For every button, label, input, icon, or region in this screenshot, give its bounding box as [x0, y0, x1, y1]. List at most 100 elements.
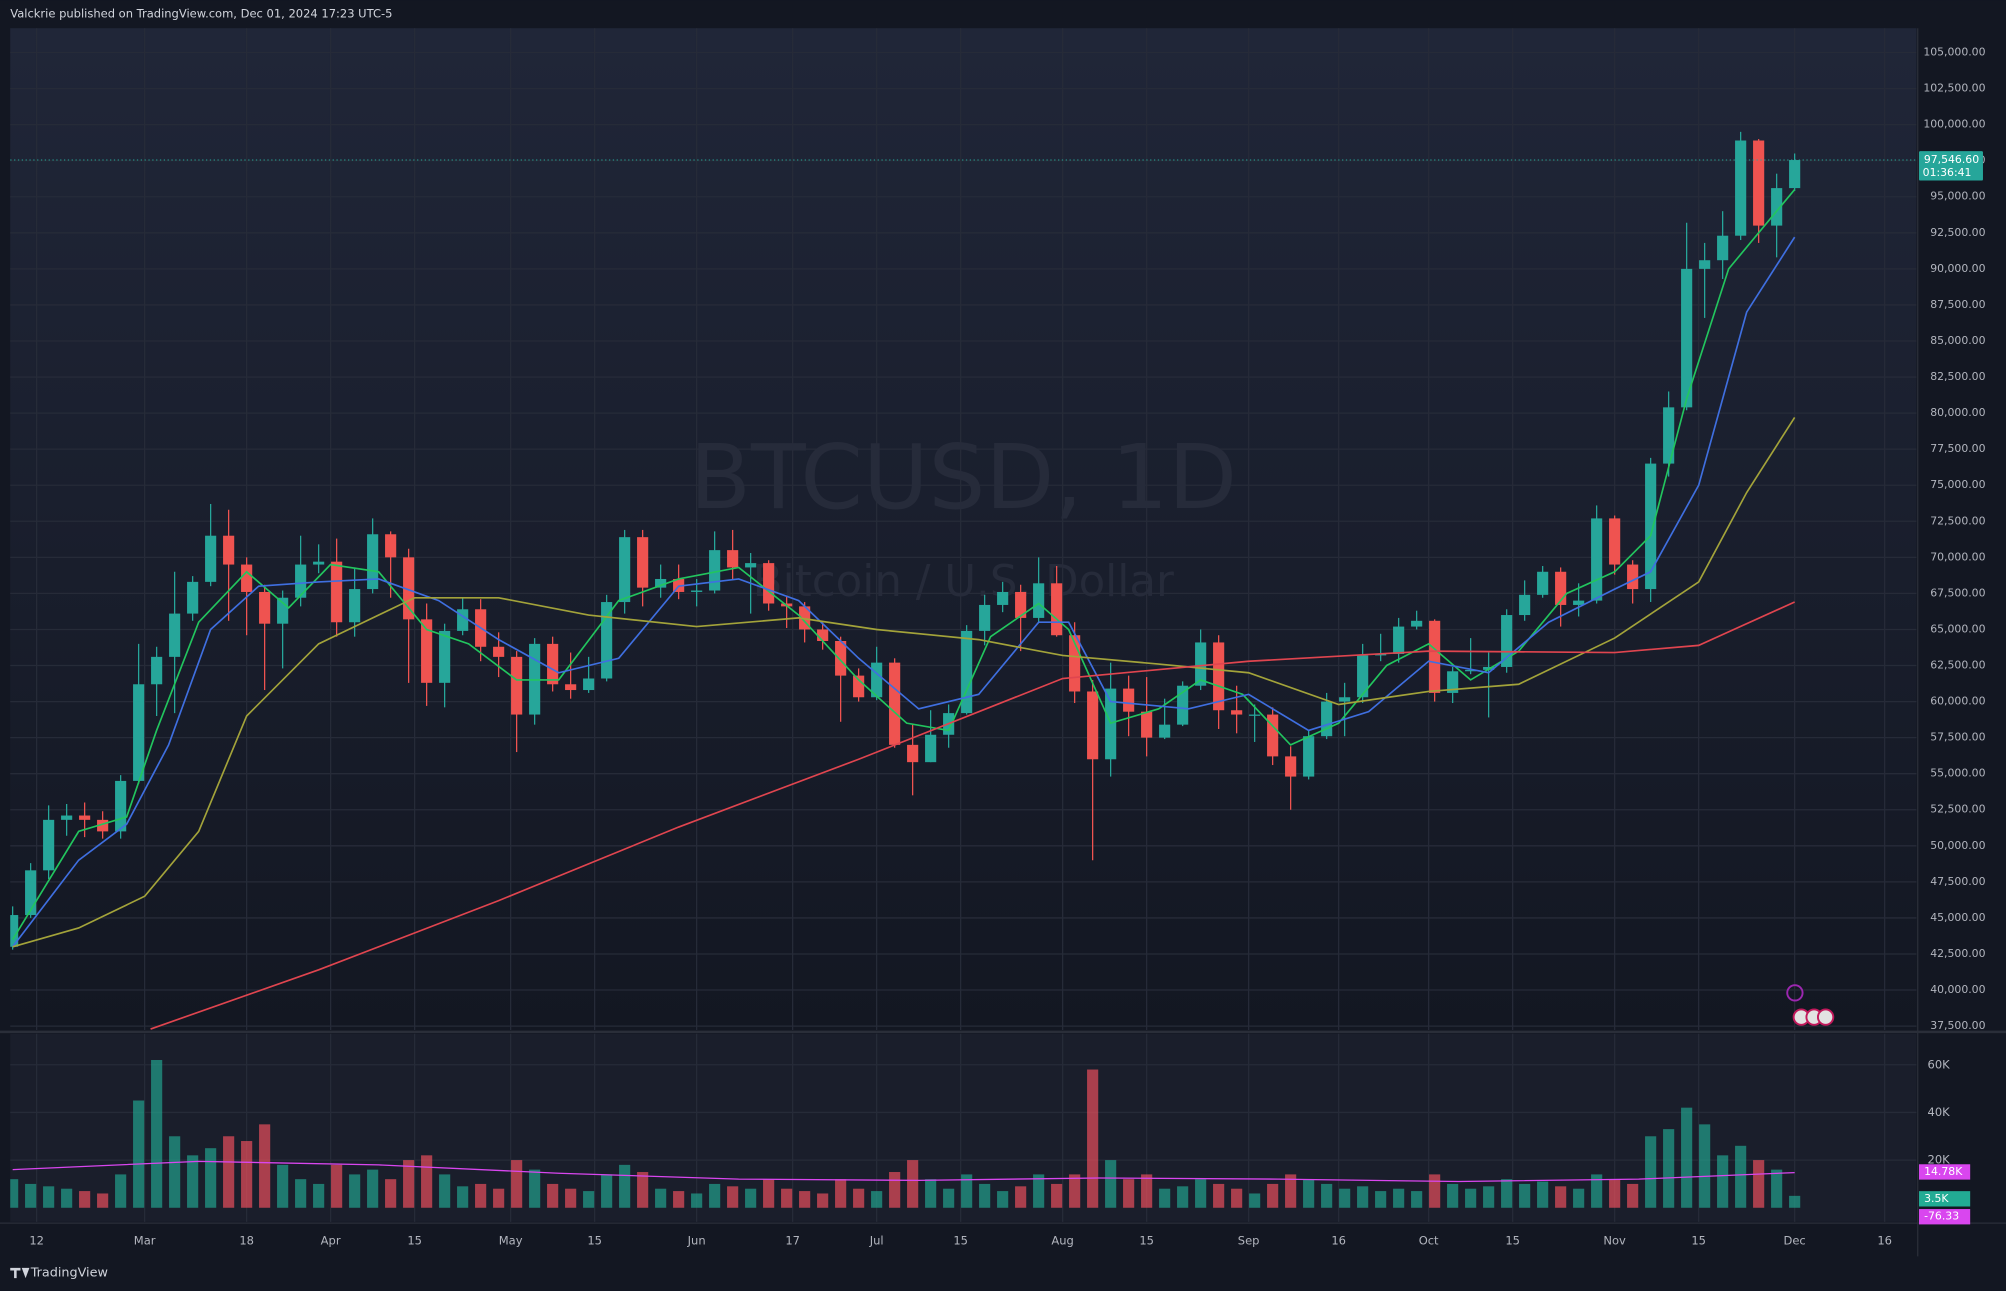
volume-bar	[1555, 1186, 1567, 1208]
volume-bar	[223, 1136, 235, 1208]
candle-body	[1213, 642, 1225, 711]
candle-body	[1141, 711, 1153, 738]
candle-body	[349, 589, 361, 623]
candle-body	[169, 613, 181, 657]
volume-bar	[1411, 1191, 1423, 1208]
volume-bar	[1699, 1124, 1711, 1208]
candle-body	[403, 557, 415, 620]
volume-bar	[835, 1179, 847, 1208]
y-tick-label: 65,000.00	[1930, 622, 1985, 635]
candle-body	[1717, 235, 1729, 261]
watermark-description: Bitcoin / U.S. Dollar	[753, 557, 1174, 607]
volume-bar	[637, 1172, 649, 1208]
volume-bar	[1609, 1179, 1621, 1208]
volume-bar	[97, 1193, 109, 1208]
volume-bars	[10, 1059, 1801, 1208]
candle-body	[853, 675, 865, 698]
volume-bar	[1195, 1179, 1207, 1208]
volume-bar	[1159, 1188, 1171, 1208]
candle-body	[295, 564, 307, 598]
candle-body	[619, 537, 631, 603]
candle-body	[259, 591, 271, 624]
volume-bar	[1141, 1174, 1153, 1208]
candle-body	[1123, 688, 1135, 712]
candle-body	[1357, 655, 1369, 698]
volume-bar	[817, 1193, 829, 1208]
candle-body	[1447, 671, 1459, 693]
volume-bar	[1771, 1169, 1783, 1208]
watermark-symbol: BTCUSD, 1D	[690, 426, 1238, 530]
volume-bar	[1285, 1174, 1297, 1208]
candle-body	[1789, 160, 1801, 189]
volume-bar	[1123, 1179, 1135, 1208]
y-tick-label: 62,500.00	[1930, 659, 1985, 672]
candle-body	[835, 640, 847, 676]
volume-bar	[1087, 1069, 1099, 1208]
volume-bar	[1339, 1188, 1351, 1208]
volume-bar	[1483, 1186, 1495, 1208]
volume-label-box	[1919, 1209, 1971, 1225]
volume-bar	[1447, 1183, 1459, 1208]
volume-bar	[277, 1164, 289, 1208]
candle-body	[1699, 260, 1711, 269]
candle-body	[1771, 188, 1783, 226]
volume-bar	[565, 1188, 577, 1208]
y-tick-label: 47,500.00	[1930, 875, 1985, 888]
candle-body	[763, 563, 775, 604]
volume-bar	[241, 1141, 253, 1208]
x-tick-label: Jun	[687, 1234, 706, 1248]
candle-body	[79, 815, 91, 820]
candle-body	[1573, 600, 1585, 605]
candle-body	[1375, 653, 1387, 656]
candle-body	[1627, 564, 1639, 590]
volume-bar	[1213, 1183, 1225, 1208]
candle-body	[1249, 714, 1261, 716]
candle-body	[1051, 583, 1063, 636]
candle-body	[889, 662, 901, 745]
volume-bar	[475, 1183, 487, 1208]
volume-bar	[799, 1191, 811, 1208]
candle-body	[691, 590, 703, 592]
volume-bar	[1465, 1188, 1477, 1208]
volume-bar	[1015, 1186, 1027, 1208]
volume-bar	[1375, 1191, 1387, 1208]
volume-bar	[547, 1183, 559, 1208]
candle-body	[637, 537, 649, 588]
volume-bar	[439, 1174, 451, 1208]
x-tick-label: 15	[1139, 1234, 1154, 1248]
logo-icon	[10, 1267, 30, 1279]
x-tick-label: Apr	[321, 1234, 341, 1248]
volume-bar	[1519, 1183, 1531, 1208]
y-tick-label: 55,000.00	[1930, 767, 1985, 780]
volume-bar	[1537, 1181, 1549, 1208]
candle-body	[997, 591, 1009, 605]
y-tick-label: 45,000.00	[1930, 911, 1985, 924]
x-tick-label: 15	[407, 1234, 422, 1248]
volume-bar	[871, 1191, 883, 1208]
volume-bar	[313, 1183, 325, 1208]
y-tick-label: 50,000.00	[1930, 839, 1985, 852]
y-tick-label: 102,500.00	[1923, 82, 1985, 95]
y-tick-label: 70,000.00	[1930, 550, 1985, 563]
candle-body	[1465, 669, 1477, 672]
moving-average-line	[150, 601, 1795, 1030]
x-tick-label: 15	[953, 1234, 968, 1248]
volume-label: 14.78K	[1924, 1165, 1963, 1178]
candle-body	[1177, 685, 1189, 725]
candle-body	[277, 597, 289, 624]
y-tick-label: 85,000.00	[1930, 334, 1985, 347]
volume-bar	[1393, 1188, 1405, 1208]
y-tick-label: 67,500.00	[1930, 586, 1985, 599]
candle-body	[1087, 691, 1099, 760]
volume-bar	[1069, 1174, 1081, 1208]
candle-body	[1429, 620, 1441, 693]
y-tick-label: 60K	[1928, 1057, 1951, 1071]
candle-body	[727, 550, 739, 568]
candle-body	[1411, 620, 1423, 627]
x-tick-label: Mar	[134, 1234, 156, 1248]
volume-bar	[1735, 1145, 1747, 1208]
x-tick-label: Sep	[1238, 1234, 1260, 1248]
volume-bar	[1429, 1174, 1441, 1208]
y-tick-label: 92,500.00	[1930, 226, 1985, 239]
